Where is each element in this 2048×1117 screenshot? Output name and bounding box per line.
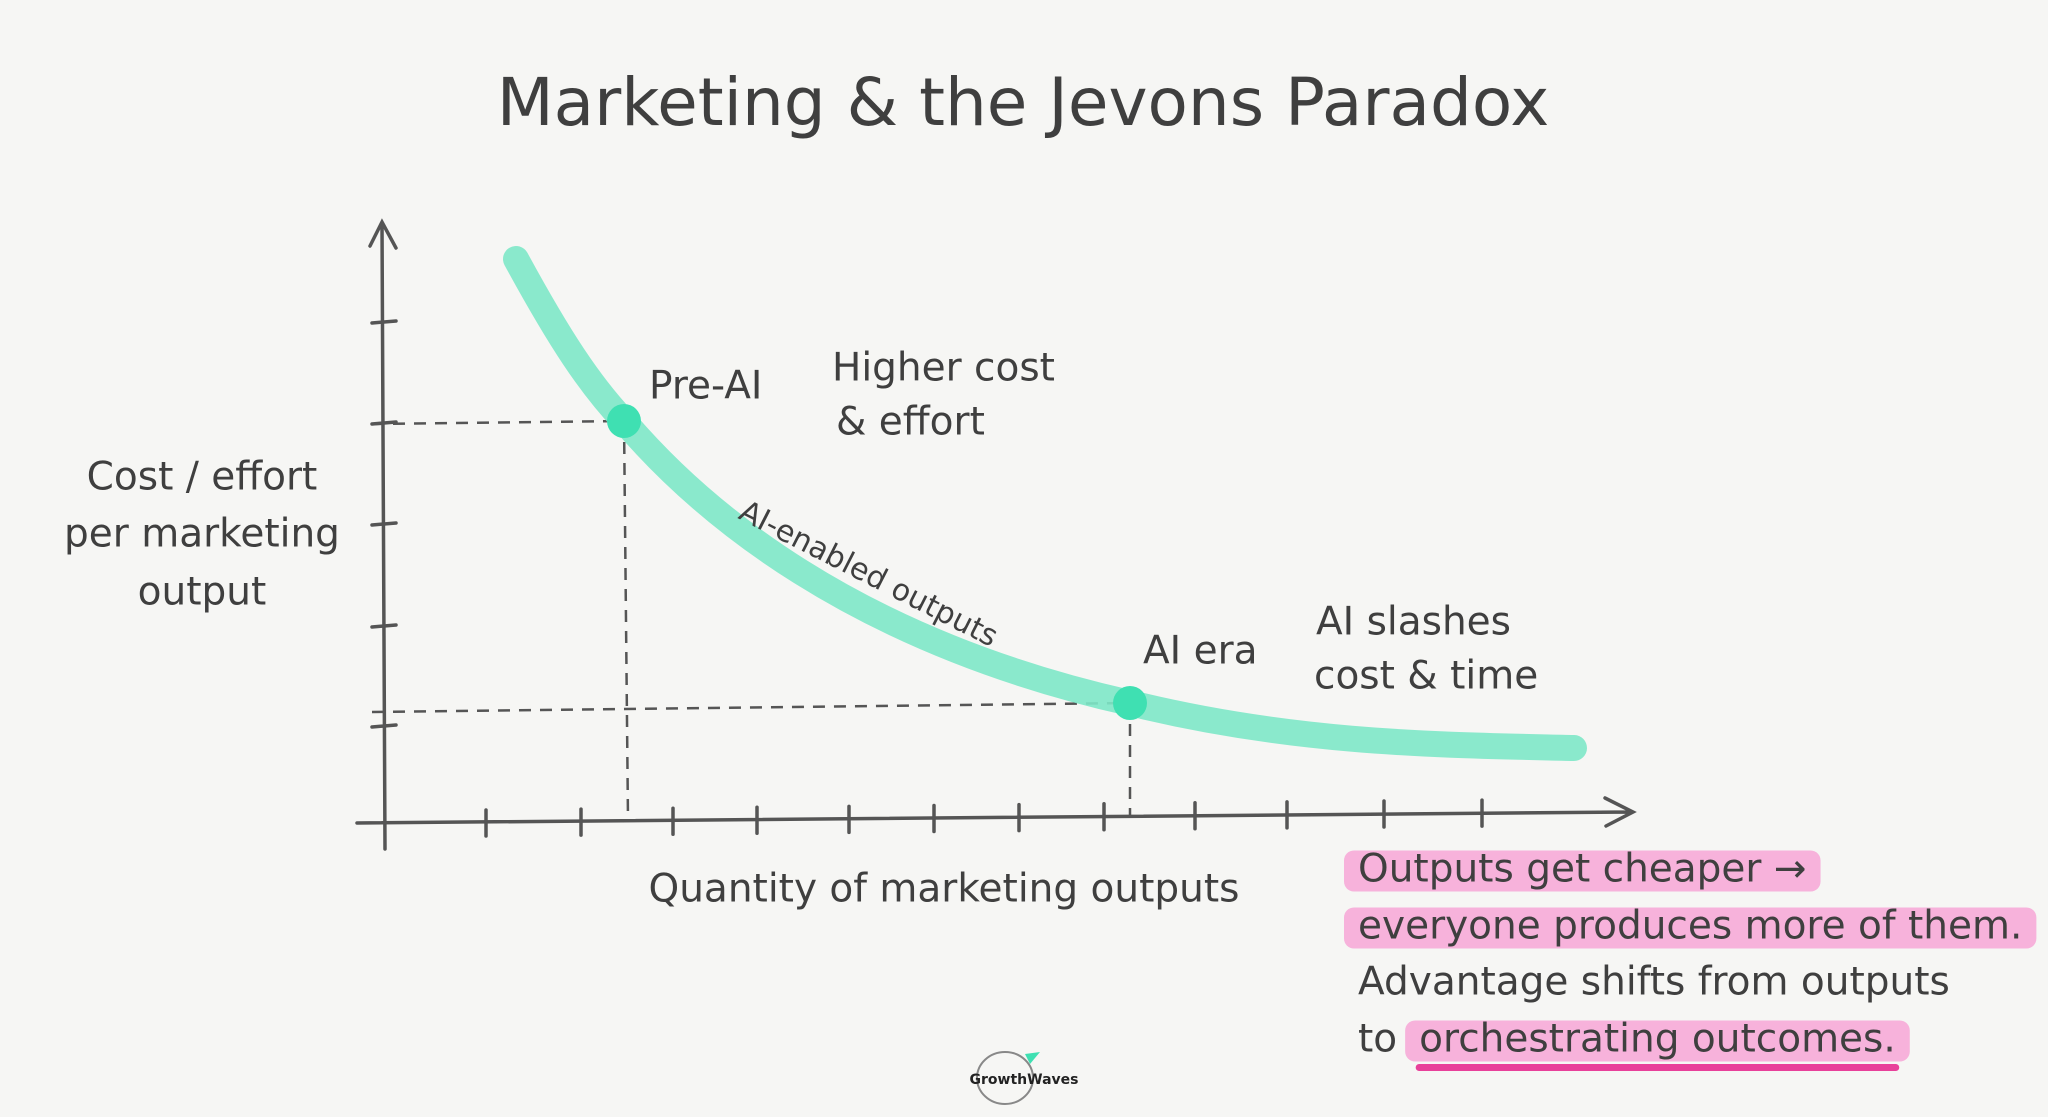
- y-tick: [370, 623, 398, 629]
- y-tick: [370, 319, 398, 325]
- callout-lead: to: [1358, 1017, 1397, 1062]
- point-note: cost & time: [1314, 654, 1538, 699]
- y-axis-label: per marketing: [64, 512, 340, 557]
- callout-highlight: orchestrating outcomes.: [1419, 1017, 1896, 1062]
- point-note: & effort: [836, 400, 985, 445]
- point-note: Higher cost: [832, 346, 1055, 391]
- callout-line: everyone produces more of them.: [1358, 904, 2022, 949]
- callout-line: Advantage shifts from outputs: [1358, 960, 1950, 1005]
- highlight: [1405, 1020, 1910, 1062]
- ai-era-guides: [371, 701, 1132, 815]
- point-label: Pre-AI: [649, 364, 762, 409]
- title: Marketing & the Jevons Paradox: [497, 64, 1550, 141]
- pre-ai-guides: [371, 419, 630, 821]
- highlights: [1344, 850, 2037, 1071]
- logo-mark: [976, 1051, 1034, 1105]
- logo: GrowthWaves: [970, 1051, 1079, 1105]
- y-axis-label: Cost / effort: [87, 455, 318, 500]
- curve: [503, 246, 1587, 761]
- point-label: AI era: [1143, 629, 1258, 674]
- highlight: [1344, 850, 1821, 892]
- logo-accent: [1025, 1052, 1040, 1064]
- x-axis: [355, 796, 1637, 828]
- ai-era-point: [1113, 686, 1147, 720]
- highlight: [1344, 907, 2037, 949]
- pre-ai-point: [607, 404, 641, 438]
- y-tick: [370, 723, 398, 729]
- y-axis: [368, 218, 398, 851]
- point-note: AI slashes: [1316, 600, 1511, 645]
- callout-line: Outputs get cheaper →: [1358, 847, 1807, 892]
- y-tick: [370, 521, 398, 527]
- y-axis-label: output: [138, 570, 267, 615]
- logo-text: GrowthWaves: [970, 1072, 1079, 1088]
- x-axis-label: Quantity of marketing outputs: [649, 867, 1240, 912]
